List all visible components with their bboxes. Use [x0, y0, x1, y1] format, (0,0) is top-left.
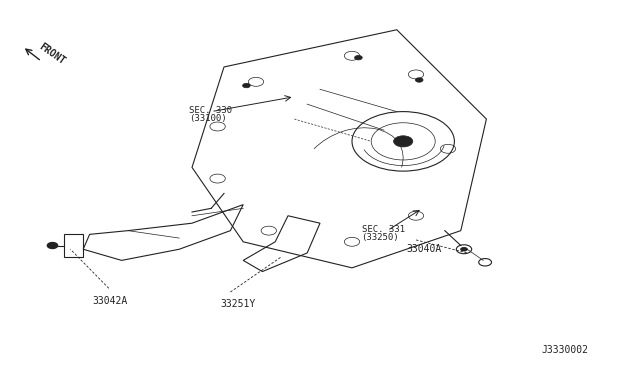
Text: 33040A: 33040A	[406, 244, 442, 254]
Circle shape	[415, 78, 423, 82]
Text: (33250): (33250)	[362, 233, 399, 242]
Circle shape	[243, 83, 250, 88]
Circle shape	[460, 247, 468, 251]
Circle shape	[47, 243, 58, 248]
Text: J3330002: J3330002	[542, 345, 589, 355]
Text: SEC. 331: SEC. 331	[362, 225, 404, 234]
Text: 33042A: 33042A	[93, 296, 128, 306]
Text: SEC. 330: SEC. 330	[189, 106, 232, 115]
Text: (33100): (33100)	[189, 114, 227, 123]
Text: 33251Y: 33251Y	[221, 299, 256, 310]
Circle shape	[394, 136, 413, 147]
Circle shape	[355, 55, 362, 60]
Text: FRONT: FRONT	[37, 41, 67, 67]
